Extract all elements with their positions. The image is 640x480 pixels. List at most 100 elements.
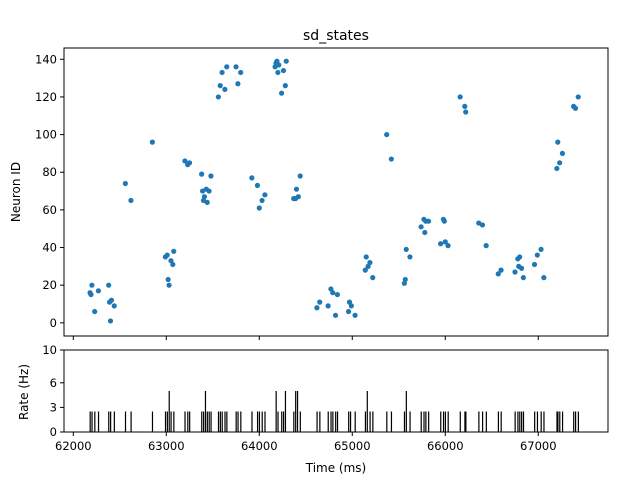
spike-point xyxy=(422,229,428,236)
rate-x-axis-label: Time (ms) xyxy=(305,461,367,475)
spike-point xyxy=(479,222,486,228)
spike-point xyxy=(531,261,538,268)
rate-bar xyxy=(110,411,112,432)
rate-bar xyxy=(189,411,191,432)
rate-bar xyxy=(166,411,168,432)
rate-x-tick-label: 66000 xyxy=(427,439,464,453)
spike-point xyxy=(557,160,563,166)
spike-point xyxy=(204,199,210,205)
raster-scatter-panel: 0 20 40 60 80 100 120 140 xyxy=(35,47,609,340)
spike-point xyxy=(518,265,525,271)
spike-point xyxy=(555,139,561,145)
rate-bar xyxy=(500,411,502,432)
spike-point xyxy=(108,297,115,303)
spike-point xyxy=(256,205,262,211)
spike-point xyxy=(219,69,225,76)
rate-bar xyxy=(251,411,253,432)
rate-bar xyxy=(482,411,484,432)
rate-bar xyxy=(281,411,283,432)
rate-bar xyxy=(316,411,318,432)
scatter-y-tick-label: 20 xyxy=(42,278,57,292)
spike-point xyxy=(171,248,177,254)
spike-point xyxy=(222,86,228,93)
rate-bar xyxy=(386,411,388,432)
rate-bar xyxy=(369,411,371,432)
spike-point xyxy=(572,105,579,111)
spike-point xyxy=(367,259,373,266)
spike-point xyxy=(403,246,409,253)
rate-bar xyxy=(293,411,295,432)
spike-point xyxy=(170,261,176,268)
rate-bar xyxy=(332,411,334,432)
spike-point xyxy=(201,194,208,200)
rate-bar xyxy=(557,411,559,432)
spike-point xyxy=(262,192,268,198)
rate-bar xyxy=(210,411,212,432)
rate-x-tick-label: 67000 xyxy=(520,439,557,453)
rate-bar xyxy=(240,411,242,432)
spike-point xyxy=(238,69,244,76)
spike-point xyxy=(88,291,94,298)
rate-bar xyxy=(282,411,285,432)
chart-title: sd_states xyxy=(303,28,369,44)
spike-point xyxy=(224,64,230,70)
rate-bar xyxy=(335,411,337,432)
spike-point xyxy=(215,94,221,100)
rate-bar xyxy=(208,411,210,432)
spike-point xyxy=(317,299,323,305)
spike-point xyxy=(182,158,188,164)
rate-bar xyxy=(336,411,339,432)
spike-point xyxy=(149,139,155,145)
spike-point xyxy=(92,308,98,315)
rate-y-tick-label: 10 xyxy=(42,343,57,357)
rate-bar xyxy=(366,391,368,432)
rate-y-tick-label: 6 xyxy=(50,376,57,390)
rate-bar xyxy=(237,411,239,432)
rate-bar xyxy=(275,391,277,432)
rate-histogram-panel: 0 3 6 10 62000 63000 64000 65000 66000 67000 xyxy=(42,343,609,453)
spike-point xyxy=(498,267,504,273)
rate-bar xyxy=(187,411,189,432)
rate-bar xyxy=(444,411,446,432)
rate-x-tick-label: 64000 xyxy=(241,439,278,453)
spike-point xyxy=(217,83,223,89)
rate-bar xyxy=(425,411,427,432)
rate-bar xyxy=(543,411,545,432)
spike-point xyxy=(295,194,301,200)
spike-point xyxy=(425,218,432,224)
spike-point xyxy=(280,67,287,74)
spike-point xyxy=(441,218,447,224)
spike-point xyxy=(107,318,114,324)
spike-point xyxy=(362,267,368,273)
spike-point xyxy=(463,109,469,115)
spike-point xyxy=(314,305,320,311)
spike-point xyxy=(111,303,117,309)
rate-x-tick-label: 65000 xyxy=(334,439,371,453)
spike-point xyxy=(249,175,255,181)
rate-bar xyxy=(420,411,422,432)
rate-bar xyxy=(226,411,228,432)
spike-point xyxy=(418,224,424,230)
rate-bar xyxy=(442,411,445,432)
spike-point xyxy=(275,69,281,76)
rate-bar xyxy=(556,411,558,432)
spike-point xyxy=(438,241,444,247)
spike-point xyxy=(345,308,352,315)
spike-point xyxy=(520,275,526,281)
scatter-y-tick-label: 100 xyxy=(35,128,57,142)
rate-bar xyxy=(517,411,519,432)
rate-bar xyxy=(447,411,449,432)
spike-point xyxy=(407,254,413,260)
spike-point xyxy=(541,275,547,281)
rate-bar xyxy=(89,411,91,432)
rate-bar xyxy=(221,411,223,432)
spike-point xyxy=(512,269,518,275)
rate-bar xyxy=(130,411,132,432)
spike-point xyxy=(122,180,128,187)
rate-y-tick-label: 0 xyxy=(50,425,57,439)
spike-point xyxy=(538,246,544,253)
spike-point xyxy=(199,171,205,177)
spike-point xyxy=(282,83,288,89)
rate-bar xyxy=(409,411,411,432)
